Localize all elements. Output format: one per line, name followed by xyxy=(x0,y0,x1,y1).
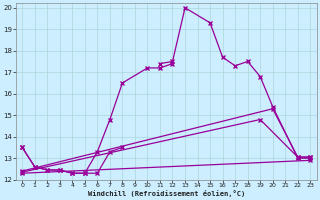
X-axis label: Windchill (Refroidissement éolien,°C): Windchill (Refroidissement éolien,°C) xyxy=(88,190,245,197)
